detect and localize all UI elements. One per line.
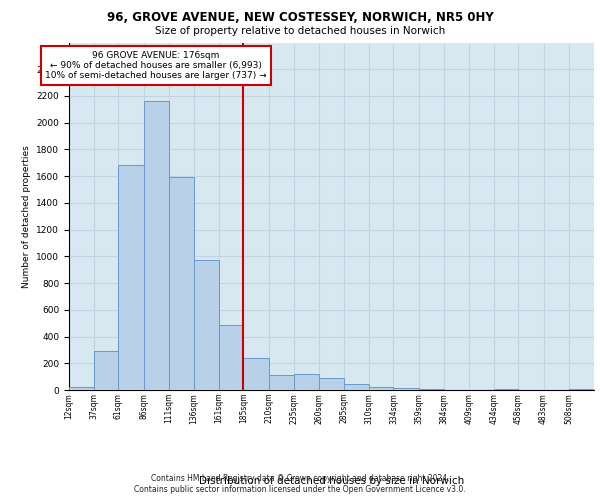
Bar: [569, 388, 594, 390]
Bar: [69, 388, 94, 390]
Bar: [169, 178, 194, 390]
Bar: [294, 374, 319, 390]
Bar: [394, 388, 419, 390]
Bar: [344, 384, 369, 390]
Text: Contains HM Land Registry data © Crown copyright and database right 2024.
Contai: Contains HM Land Registry data © Crown c…: [134, 474, 466, 494]
Bar: [194, 260, 219, 390]
Y-axis label: Number of detached properties: Number of detached properties: [22, 145, 31, 288]
Bar: [94, 350, 118, 390]
Bar: [118, 166, 143, 390]
Text: Size of property relative to detached houses in Norwich: Size of property relative to detached ho…: [155, 26, 445, 36]
X-axis label: Distribution of detached houses by size in Norwich: Distribution of detached houses by size …: [199, 476, 464, 486]
Bar: [219, 324, 244, 390]
Bar: [319, 378, 344, 390]
Bar: [269, 374, 294, 390]
Bar: [143, 102, 169, 390]
Text: 96, GROVE AVENUE, NEW COSTESSEY, NORWICH, NR5 0HY: 96, GROVE AVENUE, NEW COSTESSEY, NORWICH…: [107, 11, 493, 24]
Bar: [419, 388, 444, 390]
Bar: [369, 388, 394, 390]
Bar: [244, 358, 269, 390]
Text: 96 GROVE AVENUE: 176sqm
← 90% of detached houses are smaller (6,993)
10% of semi: 96 GROVE AVENUE: 176sqm ← 90% of detache…: [46, 50, 267, 80]
